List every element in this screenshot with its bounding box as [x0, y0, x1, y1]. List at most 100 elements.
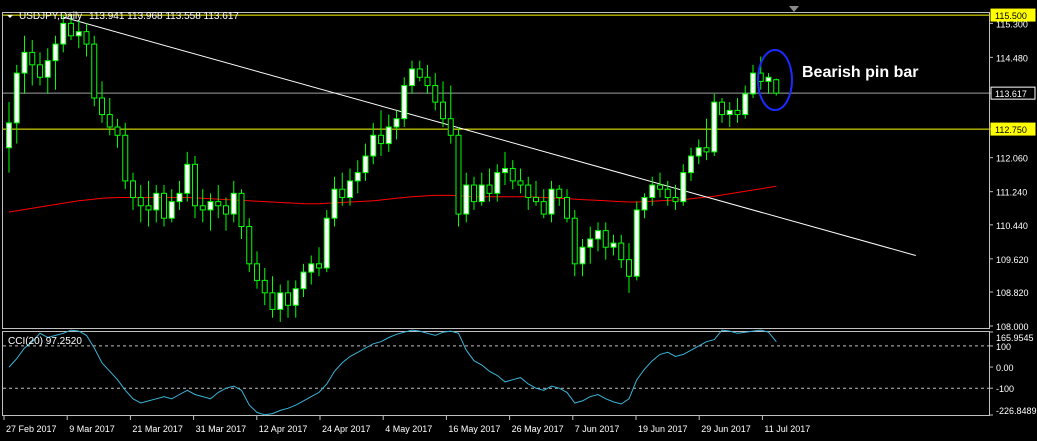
- candle: [207, 193, 214, 231]
- candle-body: [587, 238, 594, 248]
- cci-tick-label: 0.00: [996, 363, 1014, 373]
- candle-body: [347, 180, 353, 198]
- candle: [339, 172, 346, 206]
- chart-frames: [2, 12, 990, 416]
- candle: [664, 180, 671, 206]
- price-level-box: [990, 122, 1036, 136]
- cci-tick-label: 100: [996, 342, 1011, 352]
- candle: [75, 19, 82, 49]
- candle-body: [571, 217, 578, 265]
- candle-body: [285, 292, 291, 306]
- candle: [91, 35, 98, 107]
- candle-body: [331, 188, 338, 219]
- candle-body: [75, 31, 82, 37]
- candle-body: [114, 126, 121, 136]
- candle: [626, 243, 632, 293]
- candle: [447, 85, 454, 144]
- candle-body: [261, 279, 268, 294]
- candles-layer: [6, 15, 780, 322]
- candle-body: [711, 101, 718, 153]
- candle-body: [440, 101, 446, 120]
- price-level-label: 112.750: [995, 125, 1027, 135]
- candle-body: [21, 51, 28, 74]
- candle-body: [300, 271, 307, 290]
- candle: [750, 64, 756, 98]
- candle: [641, 193, 648, 219]
- candle: [703, 118, 710, 161]
- candle-body: [83, 31, 90, 45]
- candle-body: [486, 184, 493, 194]
- candle: [122, 122, 129, 190]
- candle: [168, 189, 175, 223]
- candle: [463, 172, 470, 223]
- price-tick-label: 109.620: [996, 255, 1029, 265]
- candle: [347, 168, 353, 206]
- candle-body: [463, 184, 470, 215]
- candle-body: [223, 205, 229, 215]
- candle: [711, 93, 718, 157]
- time-tick-label: 31 Mar 2017: [196, 424, 247, 434]
- candle-body: [292, 288, 299, 306]
- menu-triangle-icon[interactable]: [7, 15, 13, 18]
- candle: [60, 15, 67, 53]
- candle: [68, 15, 74, 40]
- candle: [52, 35, 59, 90]
- candle: [215, 185, 222, 219]
- candle-body: [37, 64, 43, 78]
- candle: [184, 151, 191, 202]
- price-tick-label: 111.240: [996, 188, 1027, 198]
- candle-body: [192, 163, 198, 207]
- candle: [83, 23, 90, 57]
- candle: [13, 64, 20, 144]
- axes-layer: 115.300 114.480 113.617 112.750 112.060 111.2…: [3, 8, 1037, 434]
- candle: [556, 185, 563, 206]
- price-tick-label: 110.440: [996, 221, 1028, 231]
- candle-body: [91, 43, 98, 99]
- price-panel-frame: [2, 12, 990, 329]
- candle-body: [703, 147, 710, 153]
- candle: [192, 156, 198, 219]
- candle-body: [68, 22, 74, 37]
- candle: [362, 143, 369, 181]
- candle: [734, 97, 741, 123]
- candle-body: [719, 101, 725, 116]
- candle: [502, 151, 508, 186]
- candle-body: [409, 68, 415, 87]
- candle-body: [199, 205, 206, 211]
- time-tick-label: 4 May 2017: [385, 424, 432, 434]
- candle: [695, 139, 702, 165]
- candle: [478, 172, 485, 206]
- candle-body: [471, 184, 477, 203]
- candle: [238, 189, 245, 239]
- candle-body: [742, 93, 749, 116]
- candle-body: [416, 68, 423, 78]
- shift-marker-icon[interactable]: [789, 6, 799, 12]
- candle-body: [672, 196, 679, 203]
- candle-body: [502, 167, 508, 174]
- price-level-box: [990, 8, 1036, 22]
- candle-body: [137, 196, 144, 207]
- candle-body: [517, 180, 524, 186]
- candle-body: [378, 134, 384, 145]
- candle-body: [695, 147, 702, 157]
- levels-layer: [3, 14, 989, 130]
- cci-label: CCI(20) 97.2520: [8, 336, 82, 347]
- candle: [571, 209, 578, 277]
- moving-average-layer: [8, 185, 777, 213]
- candle-body: [657, 184, 663, 190]
- candle: [533, 180, 539, 206]
- candle: [455, 127, 462, 227]
- candle: [432, 73, 439, 111]
- candle: [540, 189, 547, 219]
- candle: [440, 81, 446, 128]
- cci-layer: [3, 329, 989, 416]
- candle: [308, 255, 315, 285]
- candle: [579, 238, 586, 277]
- candle-body: [44, 60, 51, 78]
- candle-body: [269, 292, 276, 310]
- candle-body: [145, 205, 152, 211]
- cci-tick-label: -226.8489: [996, 406, 1037, 416]
- candle: [223, 197, 229, 231]
- candle: [509, 160, 516, 190]
